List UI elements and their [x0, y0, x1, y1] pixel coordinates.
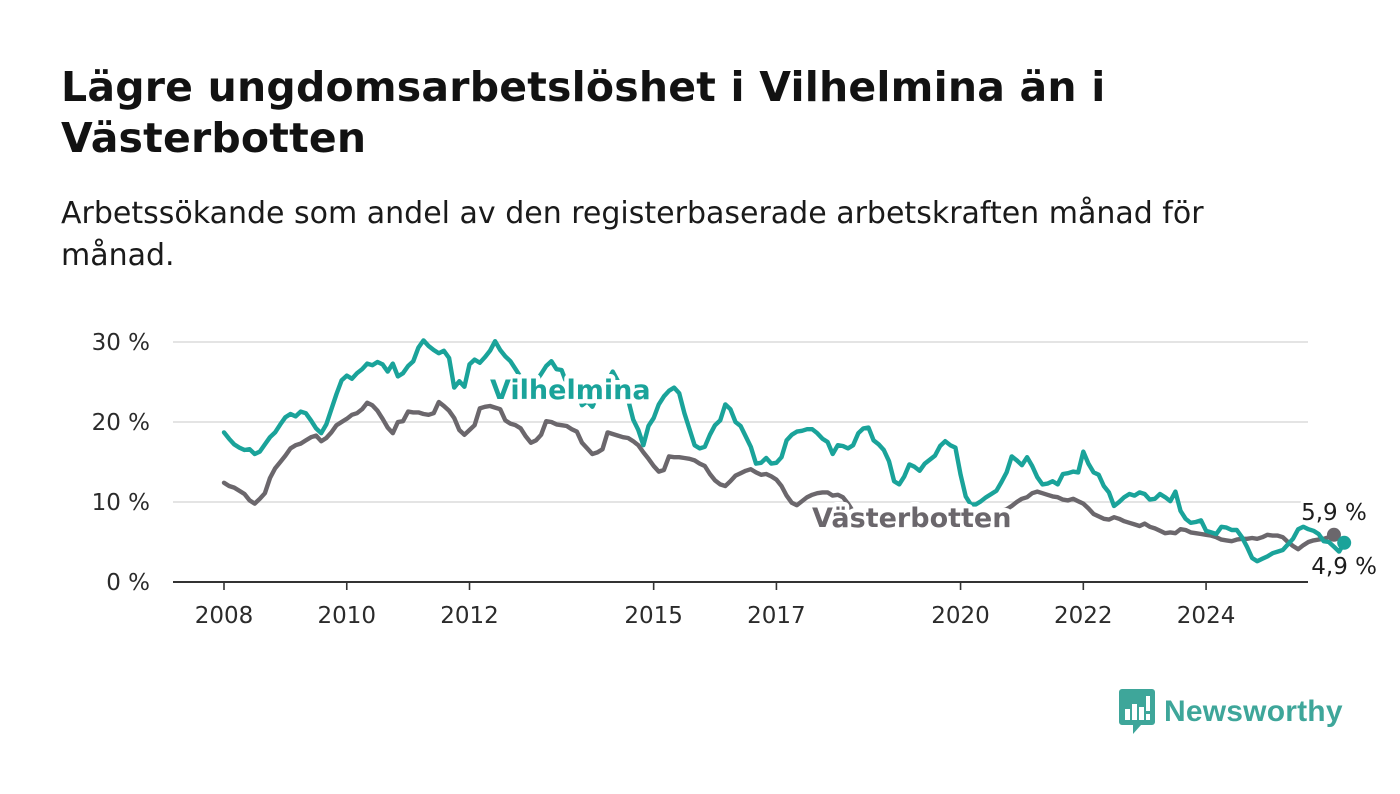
newsworthy-logo-icon: [1119, 689, 1155, 734]
logo-text: Newsworthy: [1164, 695, 1343, 728]
x-tick-label: 2022: [1054, 603, 1113, 629]
end-value-label-västerbotten: 5,9 %: [1301, 500, 1367, 526]
x-tick-label: 2010: [317, 603, 376, 629]
newsworthy-logo[interactable]: Newsworthy: [1119, 689, 1343, 735]
end-point-vilhelmina: [1337, 535, 1352, 550]
series-line-vilhelmina: [221, 338, 1347, 564]
x-tick-label: 2012: [440, 603, 499, 629]
series-label-vilhelmina: Vilhelmina: [490, 375, 651, 406]
y-axis-ticks: 0 % 10 % 20 % 30 %: [92, 330, 150, 596]
series-lines: [221, 338, 1352, 564]
y-tick-label: 30 %: [92, 330, 150, 356]
series-line-västerbotten: [221, 399, 1337, 552]
x-tick-label: 2020: [931, 603, 990, 629]
end-value-label-vilhelmina: 4,9 %: [1311, 554, 1377, 580]
chart-subtitle: Arbetssökande som andel av den registerb…: [61, 196, 1204, 273]
end-point-västerbotten: [1326, 527, 1341, 542]
chart-title: Lägre ungdomsarbetslöshet i Vilhelmina ä…: [61, 63, 1106, 162]
x-tick-label: 2015: [624, 603, 683, 629]
x-tick-label: 2008: [195, 603, 254, 629]
x-tick-label: 2017: [747, 603, 806, 629]
x-axis-ticks: 2008 2010 2012 2015 2017 2020 2022 2024: [195, 582, 1236, 629]
series-label-västerbotten: Västerbotten: [812, 503, 1011, 534]
x-tick-label: 2024: [1177, 603, 1236, 629]
y-tick-label: 20 %: [92, 410, 150, 436]
series-labels: Vilhelmina Västerbotten 4,9 % 5,9 %: [486, 371, 1381, 583]
y-tick-label: 10 %: [92, 490, 150, 516]
y-tick-label: 0 %: [106, 570, 150, 596]
